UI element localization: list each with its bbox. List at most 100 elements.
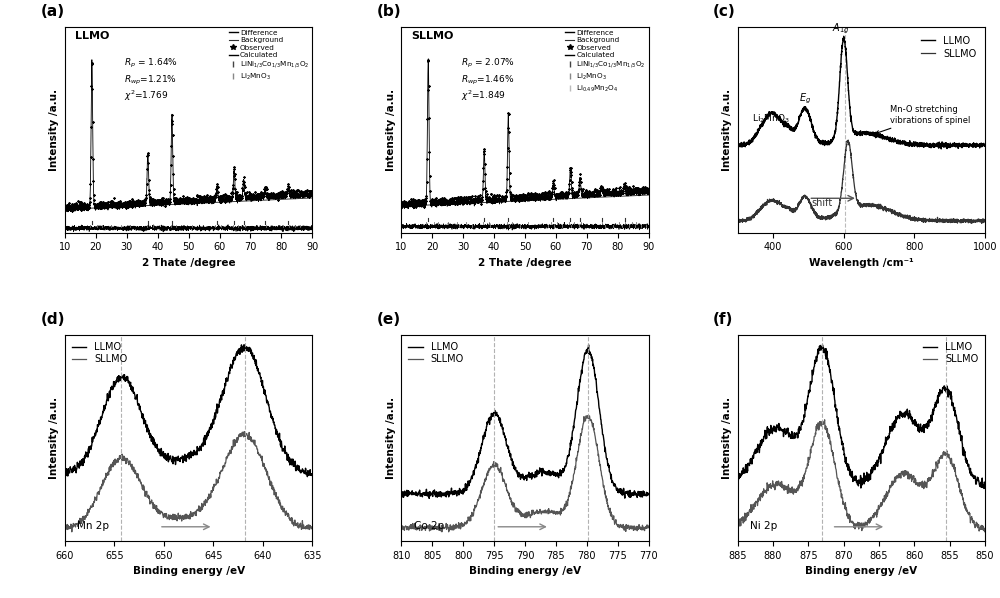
SLLMO bbox=[976, 219, 988, 227]
Line: LLMO: LLMO bbox=[738, 36, 985, 149]
LLMO bbox=[732, 471, 744, 478]
LLMO bbox=[209, 409, 221, 416]
Text: (e): (e) bbox=[377, 312, 401, 327]
Text: (d): (d) bbox=[40, 312, 65, 327]
LLMO bbox=[217, 388, 229, 395]
Line: LLMO: LLMO bbox=[738, 345, 985, 489]
X-axis label: Wavelength /cm⁻¹: Wavelength /cm⁻¹ bbox=[809, 258, 914, 268]
SLLMO bbox=[74, 520, 86, 527]
Text: Mn 2p: Mn 2p bbox=[77, 521, 109, 531]
LLMO bbox=[972, 142, 984, 150]
Text: $R_{wp}$=1.46%: $R_{wp}$=1.46% bbox=[461, 74, 514, 87]
LLMO bbox=[979, 483, 991, 490]
LLMO bbox=[876, 447, 888, 454]
SLLMO bbox=[876, 499, 888, 507]
LLMO bbox=[643, 490, 655, 498]
Text: $R_p$ = 1.64%: $R_p$ = 1.64% bbox=[124, 57, 178, 71]
LLMO bbox=[846, 118, 858, 126]
X-axis label: Binding energy /eV: Binding energy /eV bbox=[469, 566, 581, 576]
SLLMO bbox=[927, 217, 939, 224]
SLLMO bbox=[972, 217, 984, 224]
LLMO bbox=[852, 130, 864, 137]
Line: SLLMO: SLLMO bbox=[401, 416, 649, 532]
SLLMO bbox=[945, 459, 957, 466]
Text: $\chi^2$=1.849: $\chi^2$=1.849 bbox=[461, 89, 506, 103]
X-axis label: Binding energy /eV: Binding energy /eV bbox=[805, 566, 917, 576]
Text: shift: shift bbox=[812, 198, 833, 208]
LLMO bbox=[945, 388, 957, 395]
SLLMO bbox=[546, 508, 558, 515]
LLMO bbox=[816, 341, 828, 349]
Text: Co 2p: Co 2p bbox=[414, 521, 444, 531]
LLMO bbox=[609, 480, 621, 487]
Text: $\chi^2$=1.769: $\chi^2$=1.769 bbox=[124, 89, 169, 103]
LLMO bbox=[744, 138, 756, 145]
SLLMO bbox=[59, 526, 71, 533]
SLLMO bbox=[582, 412, 594, 419]
LLMO bbox=[747, 454, 759, 462]
Text: (f): (f) bbox=[713, 312, 733, 327]
SLLMO bbox=[306, 526, 318, 533]
LLMO bbox=[546, 470, 558, 477]
SLLMO bbox=[979, 528, 991, 535]
SLLMO bbox=[584, 412, 596, 419]
SLLMO bbox=[744, 215, 756, 222]
Text: Mn-O stretching
vibrations of spinel: Mn-O stretching vibrations of spinel bbox=[876, 105, 970, 134]
Y-axis label: Intensity /a.u.: Intensity /a.u. bbox=[49, 397, 59, 480]
SLLMO bbox=[247, 437, 259, 444]
Legend: LLMO, SLLMO: LLMO, SLLMO bbox=[68, 338, 131, 368]
SLLMO bbox=[443, 528, 455, 535]
LLMO bbox=[920, 423, 932, 430]
SLLMO bbox=[979, 216, 991, 223]
Text: (c): (c) bbox=[713, 4, 736, 19]
Text: $R_p$ = 2.07%: $R_p$ = 2.07% bbox=[461, 57, 515, 71]
SLLMO bbox=[395, 524, 407, 531]
LLMO bbox=[423, 495, 435, 502]
SLLMO bbox=[732, 523, 744, 530]
LLMO bbox=[203, 427, 215, 434]
Y-axis label: Intensity /a.u.: Intensity /a.u. bbox=[722, 397, 732, 480]
SLLMO bbox=[209, 481, 221, 489]
LLMO bbox=[935, 145, 947, 152]
LLMO bbox=[272, 434, 284, 441]
LLMO bbox=[732, 143, 744, 150]
Y-axis label: Intensity /a.u.: Intensity /a.u. bbox=[386, 397, 396, 480]
SLLMO bbox=[920, 479, 932, 486]
Legend: Difference, Background, Observed, Calculated, LiNi$_{1/3}$Co$_{1/3}$Mn$_{1/3}$O$: Difference, Background, Observed, Calcul… bbox=[565, 29, 646, 94]
SLLMO bbox=[553, 510, 565, 517]
Legend: LLMO, SLLMO: LLMO, SLLMO bbox=[404, 338, 468, 368]
LLMO bbox=[301, 473, 313, 480]
LLMO bbox=[553, 471, 565, 478]
LLMO bbox=[411, 492, 423, 499]
SLLMO bbox=[979, 524, 991, 532]
Line: SLLMO: SLLMO bbox=[65, 432, 312, 532]
Line: SLLMO: SLLMO bbox=[738, 140, 985, 223]
Text: Ni 2p: Ni 2p bbox=[750, 521, 777, 531]
SLLMO bbox=[238, 428, 250, 435]
Y-axis label: Intensity /a.u.: Intensity /a.u. bbox=[49, 89, 59, 171]
Line: LLMO: LLMO bbox=[65, 345, 312, 477]
SLLMO bbox=[819, 416, 831, 423]
SLLMO bbox=[203, 490, 215, 498]
X-axis label: 2 Thate /degree: 2 Thate /degree bbox=[142, 258, 235, 268]
LLMO bbox=[74, 457, 86, 465]
SLLMO bbox=[842, 136, 854, 144]
LLMO bbox=[927, 142, 939, 149]
LLMO bbox=[239, 341, 251, 349]
LLMO bbox=[247, 355, 259, 362]
LLMO bbox=[583, 341, 595, 349]
LLMO bbox=[882, 435, 894, 443]
SLLMO bbox=[539, 507, 551, 514]
Text: LLMO: LLMO bbox=[75, 31, 109, 41]
Legend: Difference, Background, Observed, Calculated, LiNi$_{1/3}$Co$_{1/3}$Mn$_{1/3}$O$: Difference, Background, Observed, Calcul… bbox=[228, 29, 310, 83]
LLMO bbox=[838, 33, 850, 40]
Text: SLLMO: SLLMO bbox=[411, 31, 454, 41]
SLLMO bbox=[411, 526, 423, 533]
X-axis label: Binding energy /eV: Binding energy /eV bbox=[133, 566, 245, 576]
Text: (a): (a) bbox=[40, 4, 64, 19]
Legend: LLMO, SLLMO: LLMO, SLLMO bbox=[917, 32, 980, 62]
SLLMO bbox=[882, 490, 894, 497]
SLLMO bbox=[852, 199, 864, 206]
LLMO bbox=[539, 468, 551, 475]
LLMO bbox=[979, 142, 991, 150]
